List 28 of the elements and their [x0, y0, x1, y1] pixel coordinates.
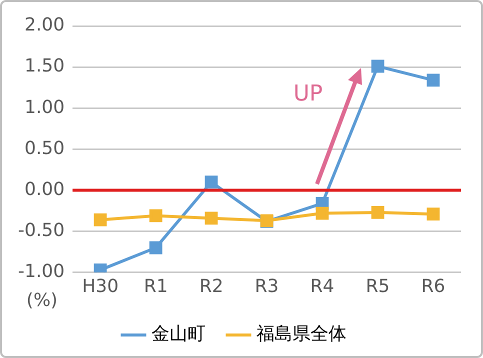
y-tick-label: 1.00	[24, 96, 65, 118]
y-tick-label: 1.50	[24, 56, 65, 77]
point	[94, 213, 107, 226]
point	[371, 206, 384, 219]
point	[204, 176, 218, 189]
x-tick-label: H30	[82, 276, 119, 297]
y-axis-title: (%)	[26, 290, 58, 312]
y-tick-label: -1.00	[18, 261, 65, 282]
y-tick-label: 2.00	[24, 14, 65, 36]
x-tick-label: R2	[199, 276, 224, 297]
point	[371, 60, 384, 73]
point	[149, 241, 162, 254]
x-tick-label: R3	[254, 276, 279, 297]
x-tick-label: R1	[144, 276, 168, 297]
x-tick-label: R6	[421, 276, 446, 297]
point	[426, 208, 440, 221]
y-tick-label: 0.00	[24, 178, 65, 200]
y-tick-label: 0.50	[24, 138, 65, 159]
point	[149, 209, 162, 222]
y-tick-label: -0.50	[18, 220, 65, 242]
point	[204, 212, 218, 225]
annotation: UP	[293, 82, 323, 107]
legend-label: 金山町	[152, 324, 206, 345]
legend-label: 福島県全体	[256, 324, 346, 345]
point	[426, 74, 440, 87]
point	[316, 206, 329, 220]
x-tick-label: R4	[310, 276, 334, 297]
x-tick-label: R5	[366, 276, 390, 297]
